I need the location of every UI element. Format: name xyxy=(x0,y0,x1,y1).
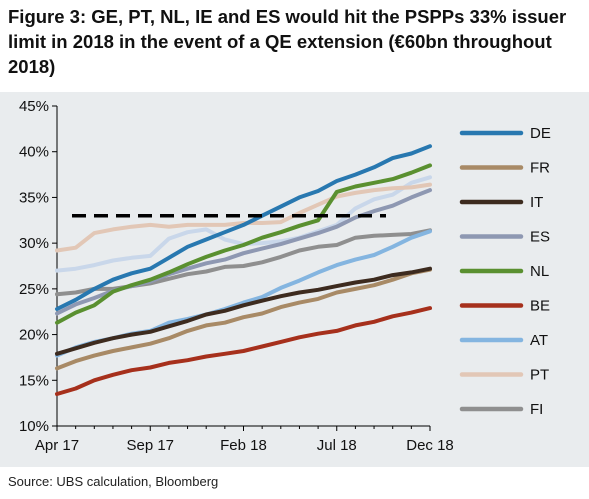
series-line-pt xyxy=(55,182,432,253)
y-tick-label: 45% xyxy=(19,98,49,115)
y-tick-label: 35% xyxy=(19,189,49,206)
series-line-nl xyxy=(55,163,432,325)
chart-title: Figure 3: GE, PT, NL, IE and ES would hi… xyxy=(8,6,567,77)
legend-label: PT xyxy=(530,367,549,384)
legend-label: BE xyxy=(530,298,550,315)
legend-item-nl: NL xyxy=(459,263,549,280)
x-tick-label: Feb 18 xyxy=(220,437,267,454)
legend-item-be: BE xyxy=(459,298,550,315)
series-line-be xyxy=(55,306,432,396)
series-line-it xyxy=(55,266,432,356)
legend-item-pt: PT xyxy=(459,367,549,384)
legend-item-es: ES xyxy=(459,229,550,246)
legend-label: FR xyxy=(530,160,550,177)
series-lines xyxy=(55,144,432,396)
axes: 10% 15% 20% 25% 30% 35% 40% 45% Apr 17 Sep 17 Feb … xyxy=(19,98,454,454)
x-tick-label: Jul 18 xyxy=(317,437,357,454)
y-tick-label: 25% xyxy=(19,281,49,298)
y-tick-label: 40% xyxy=(19,144,49,161)
legend-label: NL xyxy=(530,263,549,280)
legend-item-fr: FR xyxy=(459,160,550,177)
legend-item-de: DE xyxy=(459,125,551,142)
y-tick-label: 10% xyxy=(19,418,49,435)
y-tick-label: 15% xyxy=(19,372,49,389)
line-chart: 10% 15% 20% 25% 30% 35% 40% 45% Apr 17 Sep 17 Feb … xyxy=(19,98,551,454)
legend-label: ES xyxy=(530,229,550,246)
x-tick-label: Apr 17 xyxy=(35,437,79,454)
plot-background xyxy=(0,92,589,467)
source-note: Source: UBS calculation, Bloomberg xyxy=(8,474,219,489)
y-tick-label: 30% xyxy=(19,235,49,252)
legend-label: DE xyxy=(530,125,551,142)
legend-label: FI xyxy=(530,401,543,418)
series-line-de xyxy=(55,144,432,311)
legend: DE FR IT ES NL BE AT PT FI xyxy=(459,125,551,418)
x-tick-label: Sep 17 xyxy=(126,437,174,454)
legend-label: AT xyxy=(530,332,548,349)
series-line-es xyxy=(55,188,432,316)
legend-item-it: IT xyxy=(459,194,543,211)
legend-item-fi: FI xyxy=(459,401,543,418)
legend-label: IT xyxy=(530,194,543,211)
y-tick-label: 20% xyxy=(19,327,49,344)
x-tick-label: Dec 18 xyxy=(406,437,454,454)
legend-item-at: AT xyxy=(459,332,548,349)
series-line-fr xyxy=(55,267,432,371)
